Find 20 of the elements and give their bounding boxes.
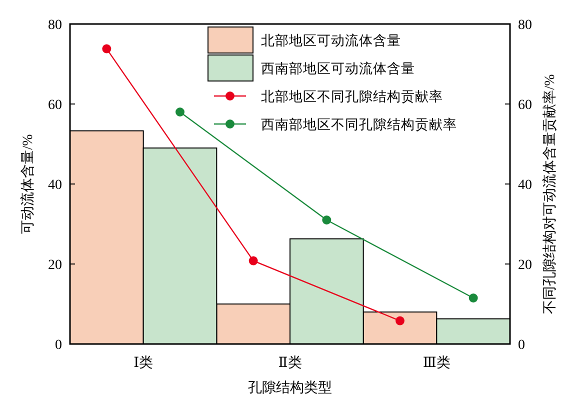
y2-tick-label: 80 [518,18,532,33]
legend-label: 北部地区不同孔隙结构贡献率 [261,89,443,104]
y2-tick-label: 60 [518,98,532,113]
legend-label: 北部地区可动流体含量 [261,33,401,48]
y2-tick-label: 40 [518,178,532,193]
y-tick-label: 20 [48,258,62,273]
x-axis-title: 孔隙结构类型 [248,380,332,396]
y-tick-label: 40 [48,178,62,193]
x-tick-label: Ⅱ类 [278,355,302,371]
y-tick-label: 80 [48,18,62,33]
legend-label: 西南部地区可动流体含量 [261,61,415,76]
y-tick-label: 60 [48,98,62,113]
x-tick-label: Ⅰ类 [134,355,154,371]
y2-tick-label: 0 [518,338,525,353]
legend-label: 西南部地区不同孔隙结构贡献率 [261,117,457,132]
y2-axis-title: 不同孔隙结构对可动流体含量贡献率/% [542,74,558,314]
y-axis-title: 可动流体含量/% [20,134,36,234]
y-tick-label: 0 [55,338,62,353]
x-tick-label: Ⅲ类 [422,355,450,371]
y2-tick-label: 20 [518,258,532,273]
